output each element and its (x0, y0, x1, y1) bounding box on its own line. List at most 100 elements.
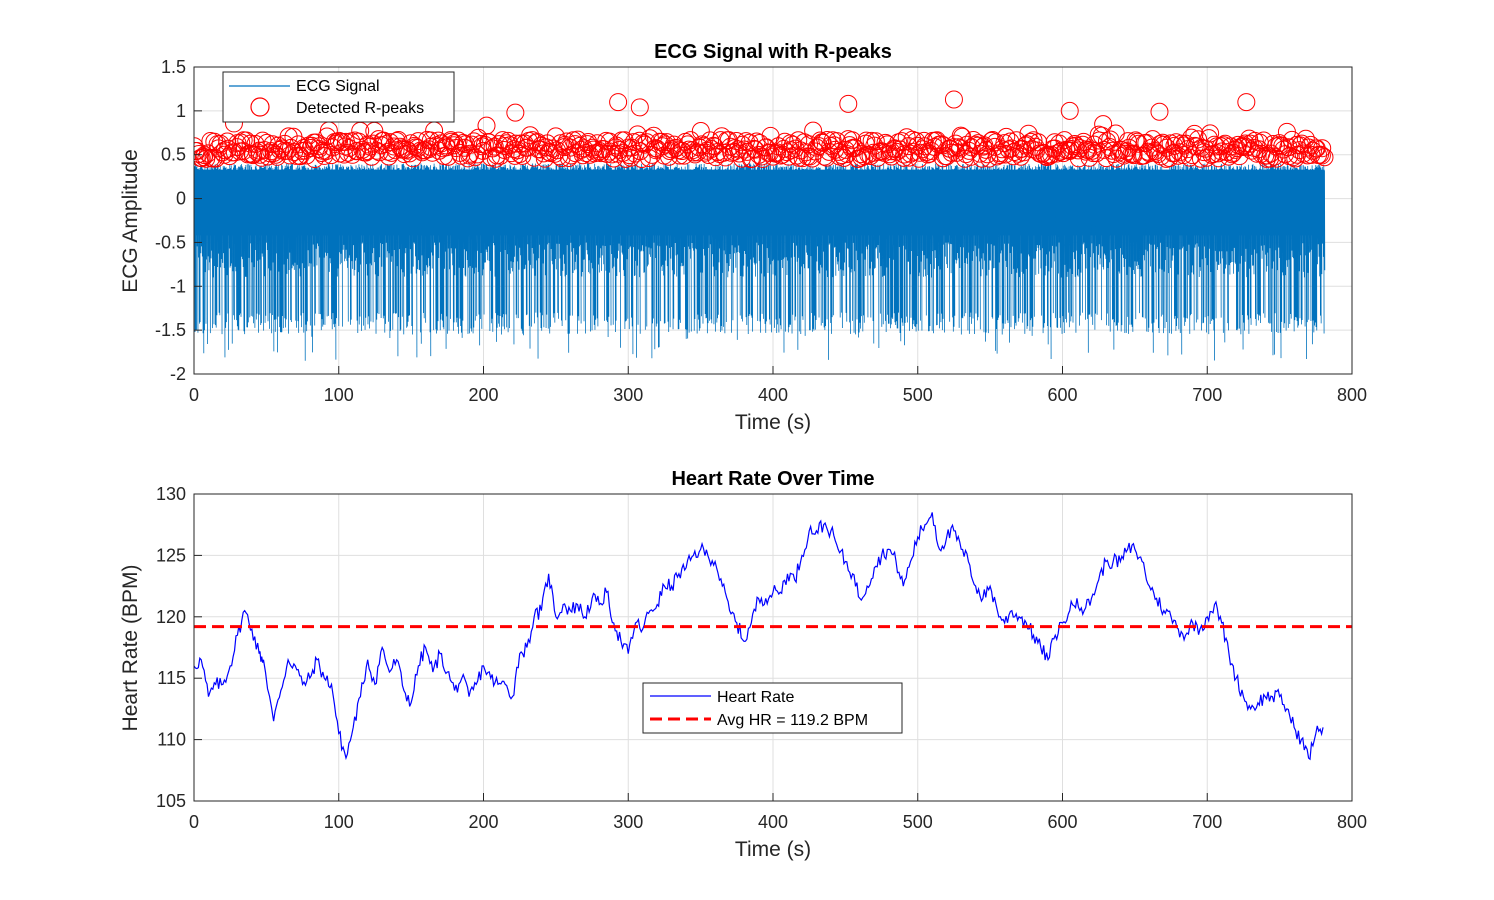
r-peak-marker (1109, 143, 1128, 162)
r-peak-marker (1160, 148, 1179, 167)
r-peak-marker (1021, 132, 1040, 151)
r-peak-marker (862, 131, 881, 150)
x-tick-label: 500 (903, 812, 933, 832)
r-peak-marker (995, 134, 1014, 153)
hr-y-axis-label: Heart Rate (BPM) (119, 565, 142, 732)
r-peak-marker (1066, 136, 1085, 155)
r-peak-marker (1047, 144, 1066, 163)
r-peak-marker (220, 147, 239, 166)
r-peak-marker (475, 135, 494, 154)
x-tick-label: 200 (468, 385, 498, 405)
x-tick-label: 200 (468, 812, 498, 832)
r-peak-marker (1299, 138, 1318, 157)
y-tick-label: -2 (170, 364, 186, 384)
r-peak-marker (263, 135, 282, 154)
r-peak-marker (1201, 124, 1220, 143)
r-peak-marker (258, 147, 277, 166)
r-peak-marker (927, 131, 946, 150)
r-peak-marker (675, 146, 694, 165)
r-peak-marker (1071, 139, 1090, 158)
r-peak-marker (1241, 134, 1260, 153)
ecg-chart-title: ECG Signal with R-peaks (654, 41, 892, 63)
r-peak-marker (238, 145, 257, 164)
y-tick-label: 120 (156, 607, 186, 627)
r-peak-marker (804, 121, 823, 140)
y-tick-label: -1.5 (155, 320, 186, 340)
y-tick-label: 105 (156, 791, 186, 811)
ecg-chart: 0 100 200 300 400 500 600 700 800 -2-1.5-1-0.500… (119, 41, 1367, 434)
x-tick-label: 0 (189, 385, 199, 405)
r-peak-marker (880, 145, 899, 164)
ecg-legend-box (222, 71, 455, 123)
r-peak-marker (521, 126, 540, 145)
r-peak-marker (781, 134, 800, 153)
r-peak-marker (1032, 145, 1051, 164)
y-tick-label: 1 (176, 101, 186, 121)
r-peak-marker (506, 103, 525, 122)
r-peak-marker (1264, 134, 1283, 153)
r-peak-marker (1085, 135, 1104, 154)
r-peaks-legend-marker (250, 97, 270, 117)
y-tick-label: -1 (170, 276, 186, 296)
r-peak-marker (367, 141, 386, 160)
r-peak-marker (405, 136, 424, 155)
r-peak-marker (1094, 140, 1113, 159)
x-tick-label: 500 (903, 385, 933, 405)
r-peak-marker (749, 145, 768, 164)
hr-x-ticks: 0 100 200 300 400 500 600 700 800 (189, 793, 1367, 832)
hr-legend-label: Heart Rate (717, 689, 794, 706)
x-tick-label: 400 (758, 812, 788, 832)
r-peak-marker (1069, 141, 1088, 160)
heart-rate-chart: 0 100 200 300 400 500 600 700 800 105 110 115 120 12… (119, 468, 1367, 861)
r-peak-marker (1017, 135, 1036, 154)
r-peak-marker (904, 142, 923, 161)
x-tick-label: 100 (324, 812, 354, 832)
r-peak-marker (1084, 144, 1103, 163)
r-peak-marker (843, 131, 862, 150)
r-peak-marker (693, 135, 712, 154)
r-peak-marker (1313, 139, 1332, 158)
r-peak-marker (528, 133, 547, 152)
ecg-y-ticks: -2 -1.5 -1 -0.5 0 0.5 1 1.5 (155, 57, 202, 384)
x-tick-label: 300 (613, 812, 643, 832)
r-peak-marker (1261, 149, 1280, 168)
r-peak-marker (944, 90, 963, 109)
r-peak-marker (746, 140, 765, 159)
r-peak-marker (732, 149, 751, 168)
ecg-x-axis-label: Time (s) (735, 411, 811, 434)
r-peak-marker (839, 94, 858, 113)
r-peak-marker (1165, 136, 1184, 155)
y-tick-label: 115 (157, 668, 186, 688)
r-peaks-legend-label: Detected R-peaks (296, 100, 424, 117)
r-peak-marker (497, 134, 516, 153)
r-peak-marker (1284, 148, 1303, 167)
r-peak-marker (813, 133, 832, 152)
r-peak-marker (330, 131, 349, 150)
ecg-signal-series (194, 163, 1326, 361)
r-peak-marker (343, 145, 362, 164)
x-tick-label: 100 (324, 385, 354, 405)
r-peak-marker (1011, 147, 1030, 166)
r-peak-marker (951, 126, 970, 145)
x-tick-label: 0 (189, 812, 199, 832)
heart-rate-line (194, 512, 1324, 761)
r-peak-marker (918, 145, 937, 164)
r-peak-marker (632, 150, 651, 169)
r-peak-marker (588, 134, 607, 153)
r-peak-marker (914, 131, 933, 150)
r-peak-marker (800, 135, 819, 154)
r-peak-marker (864, 143, 883, 162)
r-peak-marker (855, 147, 874, 166)
r-peak-marker (1315, 148, 1334, 167)
hr-legend: Heart Rate Avg HR = 119.2 BPM (642, 682, 903, 734)
r-peak-marker (1079, 141, 1098, 160)
r-peak-marker (696, 143, 715, 162)
hr-chart-title: Heart Rate Over Time (671, 468, 874, 490)
y-tick-label: 1.5 (161, 57, 186, 77)
r-peak-marker (840, 136, 859, 155)
r-peak-marker (294, 139, 313, 158)
r-peak-marker (266, 145, 285, 164)
r-peak-marker (1312, 146, 1331, 165)
r-peak-marker (1207, 137, 1226, 156)
